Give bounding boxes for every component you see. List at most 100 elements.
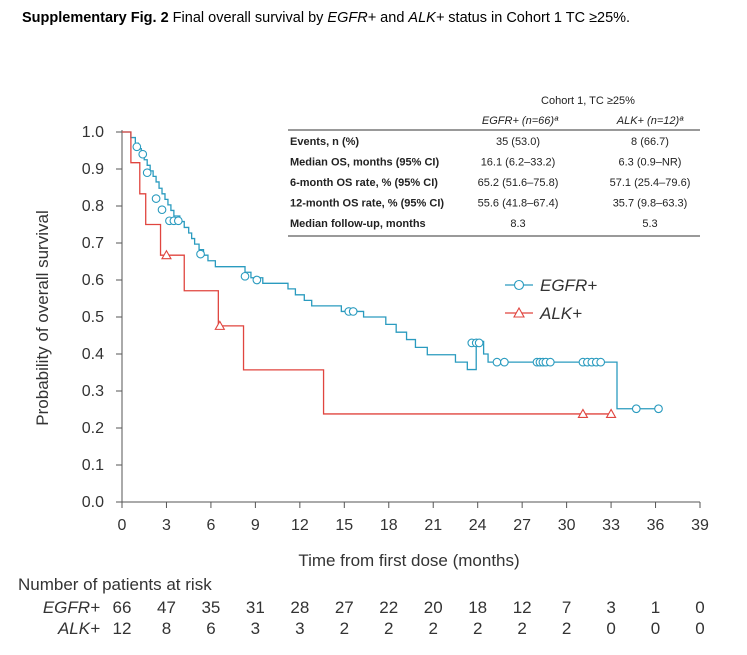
risk-value: 6	[206, 619, 215, 638]
tick-labels: 0.00.10.20.30.40.50.60.70.80.91.00 3 6 9 12 1…	[82, 124, 709, 534]
x-tick-label: 24	[469, 517, 487, 534]
censor-point	[654, 404, 663, 414]
y-tick-label: 0.2	[82, 420, 104, 437]
series-layer	[122, 131, 663, 418]
risk-value: 28	[290, 598, 309, 617]
x-tick-label: 18	[380, 517, 398, 534]
censor-point	[161, 249, 172, 260]
censor-point	[545, 357, 555, 367]
table-row-value1: 8.3	[510, 218, 525, 230]
legend-item: ALK+	[505, 304, 582, 323]
caption-text-3: status in Cohort 1 TC ≥25%.	[444, 10, 631, 26]
censor-point	[151, 194, 161, 203]
caption-italic-1: EGFR+	[327, 10, 377, 26]
censor-point	[605, 408, 617, 418]
risk-value: 18	[468, 598, 487, 617]
table-row-value1: 16.1 (6.2–33.2)	[481, 157, 556, 169]
y-axis-label: Probability of overall survival	[33, 210, 52, 425]
censor-point	[214, 320, 226, 330]
censor-point	[138, 149, 148, 159]
y-tick-label: 0.8	[82, 198, 104, 215]
x-tick-label: 30	[558, 517, 576, 534]
censor-point	[474, 338, 484, 348]
risk-value: 3	[251, 619, 260, 638]
caption-text-2: and	[376, 10, 409, 26]
legend: EGFR+ ALK+	[505, 276, 597, 323]
risk-value: 47	[157, 598, 176, 617]
legend-marker	[513, 279, 525, 291]
legend-label: ALK+	[539, 304, 582, 323]
censor-point	[500, 357, 509, 367]
figure-caption: Supplementary Fig. 2 Final overall survi…	[22, 10, 742, 26]
risk-value: 8	[162, 619, 171, 638]
risk-value: 2	[517, 619, 526, 638]
risk-value: 0	[695, 619, 704, 638]
x-tick-label: 33	[602, 517, 620, 534]
summary-table: Cohort 1, TC ≥25% EGFR+ (n=66)ª ALK+ (n=12…	[288, 95, 700, 237]
risk-value: 3	[606, 598, 615, 617]
risk-value: 22	[379, 598, 398, 617]
censor-point	[196, 249, 205, 259]
y-tick-label: 0.6	[82, 272, 104, 289]
x-tick-label: 0	[118, 517, 127, 534]
x-tick-label: 12	[291, 517, 309, 534]
x-tick-label: 39	[691, 517, 709, 534]
axes	[116, 130, 701, 508]
y-tick-label: 0.5	[82, 309, 104, 326]
series-line	[122, 131, 612, 415]
x-tick-label: 36	[647, 517, 665, 534]
risk-value: 12	[513, 598, 532, 617]
risk-value: 27	[335, 598, 354, 617]
censor-point	[157, 205, 167, 215]
table-row-label: Median OS, months (95% CI)	[290, 157, 439, 169]
risk-value: 1	[651, 598, 660, 617]
risk-value: 2	[428, 619, 437, 638]
censor-point	[577, 408, 589, 418]
risk-title: Number of patients at risk	[18, 575, 212, 594]
censor-point	[132, 142, 142, 152]
censor-point	[492, 357, 502, 367]
caption-text-1: Final overall survival by	[168, 10, 328, 26]
x-tick-label: 6	[206, 517, 215, 534]
y-tick-label: 0.0	[82, 494, 104, 511]
legend-item: EGFR+	[505, 276, 597, 295]
table-row-value1: 55.6 (41.8–67.4)	[478, 198, 559, 210]
censor-point	[252, 275, 262, 285]
table-col1-header: EGFR+ (n=66)ª	[482, 115, 559, 127]
censor-point	[348, 307, 358, 316]
x-tick-label: 15	[335, 517, 353, 534]
risk-row-label: EGFR+	[43, 598, 100, 617]
table-row-value2: 5.3	[642, 218, 657, 230]
caption-bold: Supplementary Fig. 2	[22, 10, 169, 26]
y-tick-label: 0.7	[82, 235, 104, 252]
table-row-value1: 35 (53.0)	[496, 136, 540, 148]
series-alk	[122, 131, 617, 418]
y-tick-label: 1.0	[82, 124, 104, 141]
risk-value: 0	[606, 619, 615, 638]
y-tick-label: 0.1	[82, 457, 104, 474]
y-tick-label: 0.9	[82, 161, 104, 178]
table-col2-header: ALK+ (n=12)ª	[616, 115, 684, 127]
risk-value: 20	[424, 598, 443, 617]
table-row-value1: 65.2 (51.6–75.8)	[478, 177, 559, 189]
table-row-label: Median follow-up, months	[290, 218, 426, 230]
risk-value: 31	[246, 598, 265, 617]
table-row-label: 6-month OS rate, % (95% CI)	[290, 177, 438, 189]
x-tick-label: 9	[251, 517, 260, 534]
y-tick-label: 0.4	[82, 346, 104, 363]
censor-point	[142, 168, 152, 178]
table-row-value2: 35.7 (9.8–63.3)	[613, 198, 688, 210]
table-row-value2: 6.3 (0.9–NR)	[619, 157, 682, 169]
risk-value: 3	[295, 619, 304, 638]
risk-value: 7	[562, 598, 571, 617]
censor-point	[631, 404, 641, 414]
x-tick-label: 3	[162, 517, 171, 534]
risk-value: 0	[695, 598, 704, 617]
risk-value: 0	[651, 619, 660, 638]
y-tick-label: 0.3	[82, 383, 104, 400]
x-tick-label: 21	[424, 517, 442, 534]
legend-marker	[513, 306, 525, 318]
table-row-label: 12-month OS rate, % (95% CI)	[290, 198, 444, 210]
